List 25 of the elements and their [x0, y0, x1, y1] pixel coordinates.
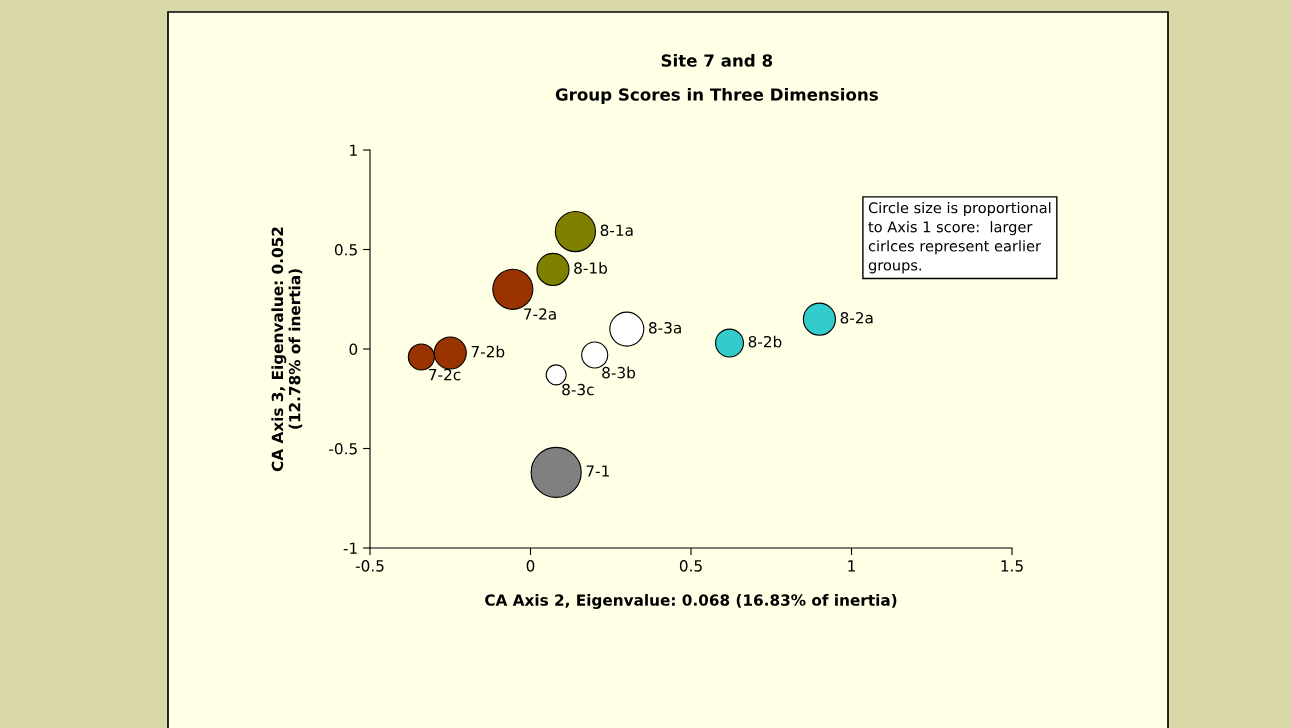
series-label: 8-3a — [648, 321, 681, 334]
y-tick-label: -1 — [343, 542, 357, 554]
x-tick-label: 0 — [526, 560, 535, 572]
chart-title: Site 7 and 8 — [661, 53, 773, 67]
series-label: 8-2b — [748, 335, 782, 348]
y-tick-label: 0.5 — [334, 243, 357, 256]
series-label: 8-1b — [574, 262, 607, 274]
x-tick-label: 0.5 — [679, 560, 702, 572]
series-label: 7-2c — [429, 368, 461, 381]
x-axis-title: CA Axis 2, Eigenvalue: 0.068 (16.83% of inertia) — [485, 594, 897, 609]
series-label: 7-2a — [524, 308, 556, 320]
series-label: 8-1a — [600, 224, 633, 237]
y-tick-label: 1 — [350, 144, 357, 156]
series-label: 8-3b — [602, 366, 636, 379]
series-label: 7-1 — [586, 465, 609, 477]
y-axis-title: CA Axis 3, Eigenvalue: 0.052 (12.78% of inertia) — [271, 227, 303, 472]
series-label: 7-2b — [471, 345, 505, 358]
x-tick-label: 1 — [848, 560, 855, 572]
series-label: 8-2a — [840, 312, 873, 324]
chart-subtitle: Group Scores in Three Dimensions — [555, 87, 878, 105]
y-tick-label: -0.5 — [329, 442, 357, 455]
series-label: 8-3c — [562, 383, 594, 396]
y-tick-label: 0 — [349, 343, 358, 356]
x-tick-label: 1.5 — [1001, 560, 1023, 572]
annotation: Circle size is proportional to Axis 1 score: larger cirlces represent earlier groups. — [868, 202, 1051, 274]
